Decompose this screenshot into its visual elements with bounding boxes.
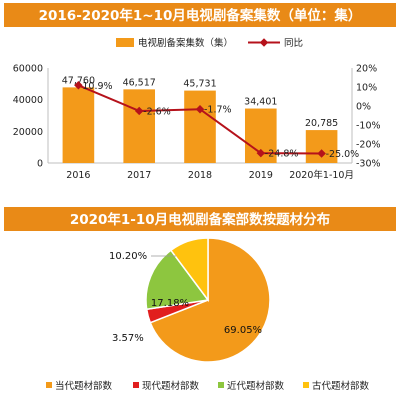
pie-legend-label: 近代题材部数 xyxy=(227,380,285,392)
yoy-point xyxy=(317,149,326,158)
top-combo-chart: 0 20000 40000 60000 20% 10% 0% -10% -20% -30% 47,7… xyxy=(13,64,381,182)
bottom-title-banner xyxy=(4,207,396,231)
x-tick-label: 2018 xyxy=(188,170,212,181)
yoy-point xyxy=(134,106,144,116)
y2-tick-label: -20% xyxy=(356,140,381,151)
yoy-value-label: 10.9% xyxy=(82,81,112,92)
yoy-point xyxy=(195,104,205,114)
pie-legend-swatch xyxy=(133,382,139,388)
top-legend: 电视剧备案集数（集） 同比 xyxy=(116,37,303,49)
y2-tick-label: 20% xyxy=(356,64,377,75)
y2-tick-label: -30% xyxy=(356,159,381,170)
pie-slice-label: 69.05% xyxy=(224,325,262,336)
bar xyxy=(184,90,216,163)
yoy-value-label: -1.7% xyxy=(204,105,232,116)
y2-tick-label: -10% xyxy=(356,121,381,132)
legend-bar-swatch xyxy=(116,38,134,47)
bottom-chart-title: 2020年1-10月电视剧备案部数按题材分布 xyxy=(70,211,330,228)
pie-slice-label: 3.57% xyxy=(112,333,144,344)
pie-chart: 69.05% 3.57% 17.18% 10.20% xyxy=(109,237,271,363)
legend-bar-label: 电视剧备案集数（集） xyxy=(138,37,233,49)
y2-tick-label: 0% xyxy=(356,102,371,113)
pie-legend-label: 当代题材部数 xyxy=(55,380,113,392)
pie-legend-swatch xyxy=(218,382,224,388)
x-tick-label: 2019 xyxy=(249,170,273,181)
pie-legend-label: 古代题材部数 xyxy=(312,380,370,392)
bar-value-label: 45,731 xyxy=(183,79,216,90)
x-tick-label: 2016 xyxy=(66,170,90,181)
legend-line-label: 同比 xyxy=(284,37,303,49)
pie-slice xyxy=(145,249,210,311)
y-tick-label: 60000 xyxy=(13,64,43,75)
pie-legend-label: 现代题材部数 xyxy=(142,380,200,392)
bar-value-label: 47,760 xyxy=(62,75,95,86)
pie-slice-label: 17.18% xyxy=(151,298,189,309)
y-tick-label: 40000 xyxy=(13,95,43,106)
pie-legend: 当代题材部数 现代题材部数 近代题材部数 古代题材部数 xyxy=(46,380,370,392)
pie-legend-swatch xyxy=(303,382,309,388)
top-chart-title: 2016-2020年1~10月电视剧备案集数（单位：集） xyxy=(39,7,362,24)
yoy-value-label: -24.8% xyxy=(265,149,299,160)
y-tick-label: 0 xyxy=(37,159,43,170)
x-tick-label: 2017 xyxy=(127,170,151,181)
yoy-value-label: -2.6% xyxy=(143,106,171,117)
bar-value-label: 20,785 xyxy=(305,118,338,129)
yoy-point xyxy=(74,81,83,90)
pie-slice xyxy=(169,237,209,303)
bar-value-label: 34,401 xyxy=(244,97,277,108)
x-tick-label: 2020年1-10月 xyxy=(289,169,354,181)
bar xyxy=(62,87,95,163)
pie-slice xyxy=(149,237,271,363)
top-title-banner xyxy=(4,3,396,27)
bar-value-label: 46,517 xyxy=(123,77,156,88)
bar xyxy=(123,89,156,163)
y-tick-label: 20000 xyxy=(13,127,43,138)
yoy-value-label: -25.0% xyxy=(326,149,360,160)
legend-line-marker-icon xyxy=(259,38,269,47)
y2-tick-label: 10% xyxy=(356,83,377,94)
pie-slice-label: 10.20% xyxy=(109,251,147,262)
pie-legend-swatch xyxy=(46,382,52,388)
yoy-point xyxy=(256,148,266,158)
